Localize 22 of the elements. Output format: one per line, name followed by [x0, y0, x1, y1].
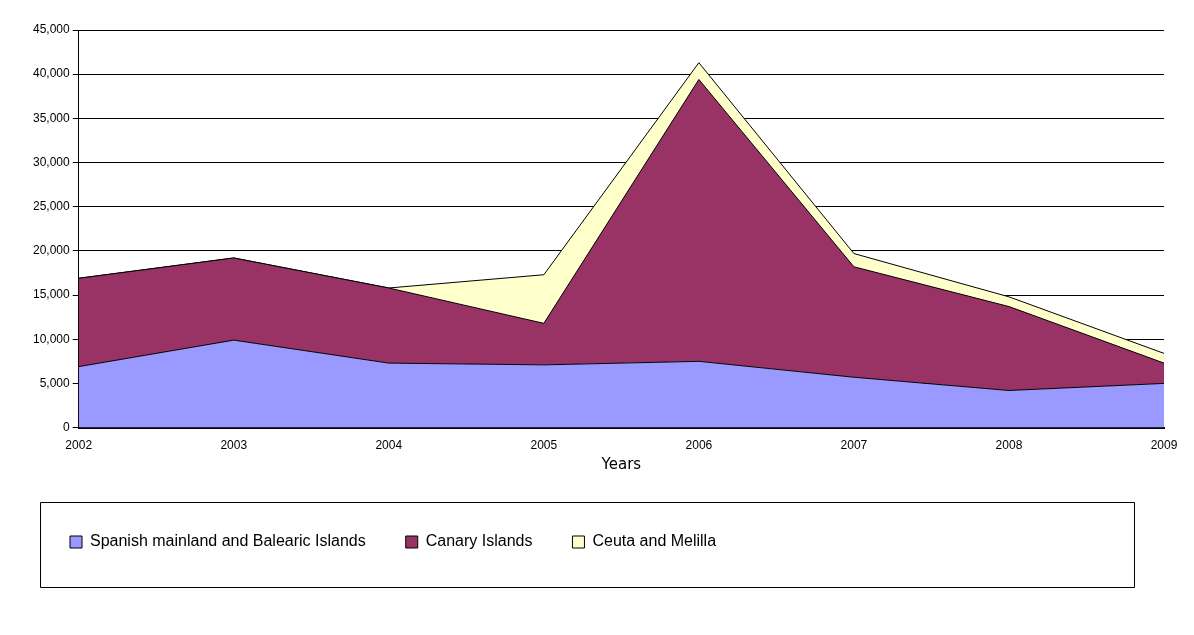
y-tick-label: 40,000	[33, 66, 71, 81]
x-tick-label: 2009	[1150, 438, 1178, 453]
x-tick-label: 2002	[65, 438, 93, 453]
y-tick-label: 0	[63, 419, 71, 434]
y-tick-label: 25,000	[33, 199, 71, 214]
legend-label: Spanish mainland and Balearic Islands	[90, 532, 366, 550]
y-tick-label: 35,000	[33, 110, 71, 125]
y-tick-label: 15,000	[33, 287, 71, 302]
y-tick-label: 45,000	[33, 22, 71, 37]
x-tick-label: 2004	[375, 438, 403, 453]
x-tick-label: 2008	[995, 438, 1023, 453]
legend-label: Canary Islands	[425, 532, 533, 550]
x-tick-label: 2006	[685, 438, 713, 453]
legend-label: Ceuta and Melilla	[592, 532, 717, 550]
x-axis-title: Years	[600, 454, 642, 473]
x-tick-label: 2007	[840, 438, 868, 453]
y-tick-label: 10,000	[33, 331, 71, 346]
y-tick-label: 20,000	[33, 243, 71, 258]
x-tick-label: 2005	[530, 438, 558, 453]
y-tick-label: 30,000	[33, 154, 71, 169]
y-tick-label: 5,000	[39, 375, 71, 390]
x-tick-label: 2003	[220, 438, 248, 453]
